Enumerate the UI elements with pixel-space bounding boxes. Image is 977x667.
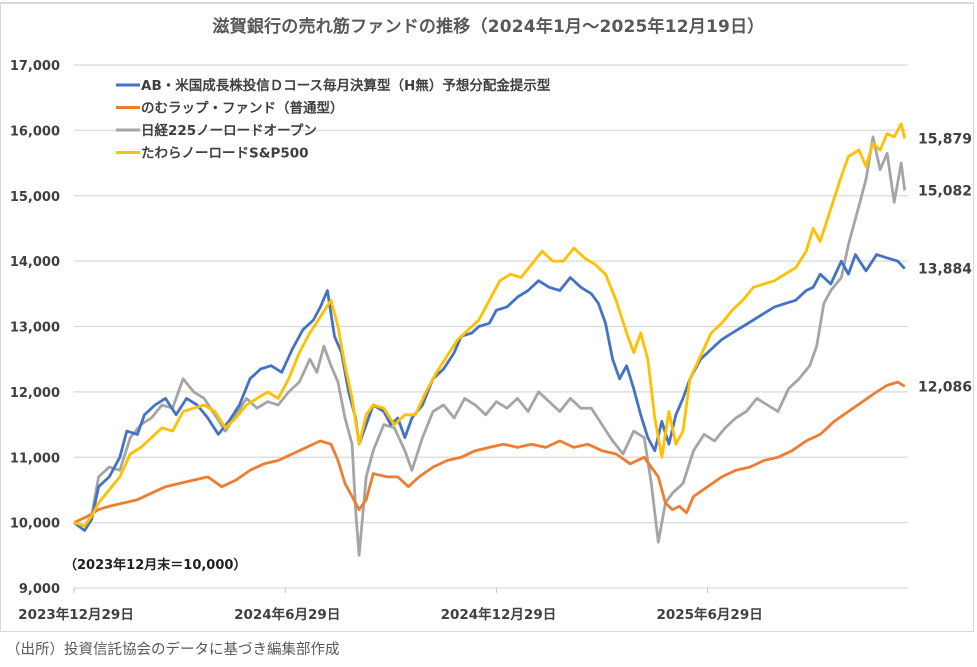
x-tick-label: 2023年12月29日 [18,606,134,623]
end-value-label: 15,879 [918,131,972,147]
y-tick-label: 9,000 [19,582,60,597]
end-value-label: 15,082 [918,183,972,199]
y-tick-label: 10,000 [10,517,60,532]
y-tick-label: 15,000 [10,190,60,205]
y-tick-label: 11,000 [10,451,60,466]
x-tick-label: 2025年6月29日 [656,606,762,623]
source-note: （出所）投資信託協会のデータに基づき編集部作成 [6,642,340,658]
y-axis-ticks: 9,000 10,000 11,000 12,000 13,000 14,000 15,00… [10,59,60,597]
end-value-label: 12,086 [918,379,972,395]
series-line [73,122,907,528]
x-tick-label: 2024年6月29日 [234,606,340,623]
y-tick-label: 12,000 [10,386,60,401]
gridlines [74,64,908,589]
base-note: （2023年12月末＝10,000） [64,557,246,573]
y-tick-label: 14,000 [10,255,60,270]
series-line [73,380,906,524]
end-value-label: 13,884 [918,262,972,278]
chart-frame [0,2,974,632]
y-tick-label: 13,000 [10,321,60,336]
series-lines [73,122,907,557]
legend-label: のむラップ・ファンド（普通型） [141,100,344,117]
y-tick-label: 16,000 [10,124,60,139]
legend: AB・米国成長株投信Ｄコース毎月決算型（H無）予想分配金提示型のむラップ・ファン… [116,77,551,162]
legend-label: 日経225ノーロードオープン [141,122,317,139]
x-axis-ticks: 2023年12月29日 2024年6月29日 2024年12月29日 2025年6月2… [18,588,763,623]
y-tick-label: 17,000 [10,59,60,74]
x-tick-label: 2024年12月29日 [441,606,557,623]
legend-label: AB・米国成長株投信Ｄコース毎月決算型（H無）予想分配金提示型 [141,77,551,94]
series-line [73,135,907,557]
legend-label: たわらノーロードS&P500 [141,146,309,162]
series-line [73,253,906,532]
chart-title: 滋賀銀行の売れ筋ファンドの推移（2024年1月～2025年12月19日） [212,17,765,37]
end-labels: 13,884 12,086 15,082 15,879 [918,131,972,395]
